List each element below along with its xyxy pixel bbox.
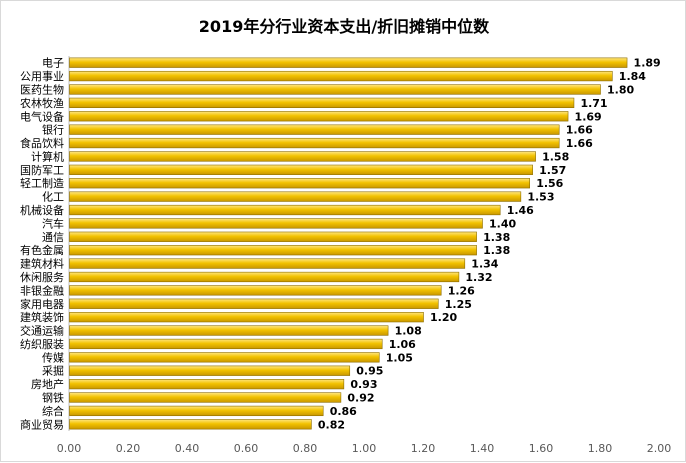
category-label: 采掘 — [42, 364, 64, 378]
data-label: 1.69 — [575, 110, 602, 123]
category-label: 商业贸易 — [20, 417, 64, 431]
x-tick-label: 0.60 — [234, 442, 259, 455]
bar — [69, 231, 477, 242]
bar — [69, 178, 531, 189]
category-label: 电气设备 — [20, 109, 64, 123]
bar — [69, 298, 439, 309]
data-label: 1.53 — [527, 191, 554, 204]
data-label: 1.40 — [489, 217, 516, 230]
category-label: 纺织服装 — [20, 337, 64, 351]
data-label: 1.66 — [566, 124, 593, 137]
x-tick-label: 0.00 — [57, 442, 82, 455]
data-label: 1.20 — [430, 311, 457, 324]
category-label: 农林牧渔 — [20, 96, 64, 110]
category-label: 非银金融 — [20, 283, 64, 297]
plot-area: 电子 1.89 公用事业 1.84 医药生物 1.80 农林牧渔 1.71 电气设备 1.69 银行… — [20, 56, 671, 455]
category-label: 交通运输 — [20, 324, 64, 338]
bar — [69, 151, 536, 162]
data-label: 0.93 — [350, 378, 377, 391]
data-label: 1.38 — [483, 244, 510, 257]
bar — [69, 57, 628, 68]
category-label: 银行 — [42, 123, 64, 137]
data-label: 1.71 — [580, 97, 607, 110]
bar — [69, 84, 601, 95]
bar — [69, 245, 477, 256]
x-tick-label: 1.20 — [411, 442, 436, 455]
category-label: 建筑装饰 — [20, 310, 64, 324]
category-label: 综合 — [42, 404, 64, 418]
data-label: 1.46 — [507, 204, 534, 217]
data-label: 1.34 — [471, 258, 498, 271]
data-label: 1.05 — [386, 351, 413, 364]
category-label: 国防军工 — [20, 163, 64, 177]
data-label: 1.89 — [634, 57, 661, 70]
data-label: 0.86 — [330, 405, 357, 418]
data-label: 1.58 — [542, 150, 569, 163]
data-label: 1.56 — [536, 177, 563, 190]
category-label: 计算机 — [31, 149, 64, 163]
bar — [69, 164, 533, 175]
bar — [69, 325, 389, 336]
x-tick-label: 0.40 — [175, 442, 200, 455]
bar — [69, 111, 569, 122]
data-label: 1.25 — [445, 298, 472, 311]
category-label: 轻工制造 — [20, 176, 64, 190]
x-tick-label: 0.20 — [116, 442, 141, 455]
bar — [69, 124, 560, 135]
data-label: 1.38 — [483, 231, 510, 244]
category-label: 机械设备 — [20, 203, 64, 217]
x-tick-label: 1.40 — [470, 442, 495, 455]
category-label: 传媒 — [42, 351, 64, 364]
data-label: 0.95 — [356, 365, 383, 378]
category-label: 建筑材料 — [20, 257, 64, 271]
data-label: 1.66 — [566, 137, 593, 150]
bar — [69, 285, 442, 296]
category-label: 公用事业 — [20, 70, 64, 83]
category-label: 家用电器 — [20, 297, 64, 311]
bar — [69, 218, 483, 229]
x-tick-label: 2.00 — [647, 442, 672, 455]
bar — [69, 365, 351, 376]
bar — [69, 204, 501, 216]
bar — [69, 191, 522, 202]
data-label: 1.32 — [465, 271, 492, 284]
category-label: 食品饮料 — [20, 136, 64, 150]
bar — [69, 312, 424, 323]
bar — [69, 419, 312, 430]
bar — [69, 271, 460, 283]
data-label: 0.92 — [347, 392, 374, 405]
category-label: 电子 — [42, 57, 64, 70]
category-label: 通信 — [42, 231, 64, 244]
x-tick-label: 1.00 — [352, 442, 377, 455]
bar — [69, 392, 342, 403]
bar — [69, 405, 324, 417]
bar — [69, 70, 613, 82]
x-tick-label: 0.80 — [293, 442, 318, 455]
bar — [69, 258, 466, 269]
bar — [69, 379, 345, 390]
category-label: 化工 — [42, 190, 64, 204]
data-label: 1.06 — [389, 338, 416, 351]
data-label: 1.08 — [395, 325, 422, 338]
bar — [69, 137, 560, 149]
data-label: 0.82 — [318, 418, 345, 431]
bar — [69, 352, 380, 363]
x-tick-label: 1.80 — [588, 442, 613, 455]
bar — [69, 97, 575, 108]
category-label: 有色金属 — [20, 243, 64, 257]
category-label: 休闲服务 — [20, 270, 64, 284]
bar — [69, 338, 383, 350]
chart-title: 2019年分行业资本支出/折旧摊销中位数 — [198, 17, 490, 36]
data-label: 1.57 — [539, 164, 566, 177]
category-label: 医药生物 — [20, 82, 64, 96]
category-label: 房地产 — [31, 377, 64, 391]
data-label: 1.84 — [619, 70, 646, 83]
data-label: 1.80 — [607, 83, 634, 96]
data-label: 1.26 — [448, 284, 475, 297]
category-label: 汽车 — [42, 216, 64, 230]
category-label: 钢铁 — [42, 392, 64, 405]
x-tick-label: 1.60 — [529, 442, 554, 455]
